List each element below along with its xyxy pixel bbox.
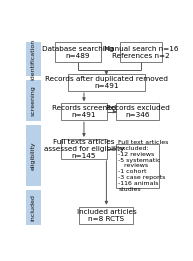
Text: Records screened
n=491: Records screened n=491 [52, 105, 116, 118]
Text: Included articles
n=8 RCTS: Included articles n=8 RCTS [76, 209, 136, 222]
FancyBboxPatch shape [120, 42, 162, 62]
Text: Records after duplicated removed
n=491: Records after duplicated removed n=491 [45, 76, 168, 89]
FancyBboxPatch shape [80, 207, 133, 224]
Text: included: included [31, 194, 36, 221]
FancyBboxPatch shape [61, 103, 107, 120]
FancyBboxPatch shape [116, 144, 159, 188]
Text: Database searching
n=489: Database searching n=489 [42, 46, 114, 59]
Text: Records excluded
n=346: Records excluded n=346 [106, 105, 170, 118]
FancyBboxPatch shape [68, 74, 145, 91]
Text: eligibility: eligibility [31, 141, 36, 170]
Text: Full text articles
excluded:
-12 reviews
-5 systematic
   reviews
-1 cohort
-3 c: Full text articles excluded: -12 reviews… [118, 140, 169, 192]
FancyBboxPatch shape [61, 139, 107, 159]
Text: screening: screening [31, 85, 36, 116]
FancyBboxPatch shape [55, 42, 101, 62]
FancyBboxPatch shape [26, 190, 41, 225]
FancyBboxPatch shape [26, 125, 41, 186]
Text: Manual search n=16
References n=2: Manual search n=16 References n=2 [103, 46, 178, 59]
FancyBboxPatch shape [26, 42, 41, 75]
FancyBboxPatch shape [26, 80, 41, 121]
Text: Full texts articles
assessed for eligibility
n=145: Full texts articles assessed for eligibi… [44, 139, 124, 159]
Text: identification: identification [31, 38, 36, 80]
FancyBboxPatch shape [116, 103, 159, 120]
